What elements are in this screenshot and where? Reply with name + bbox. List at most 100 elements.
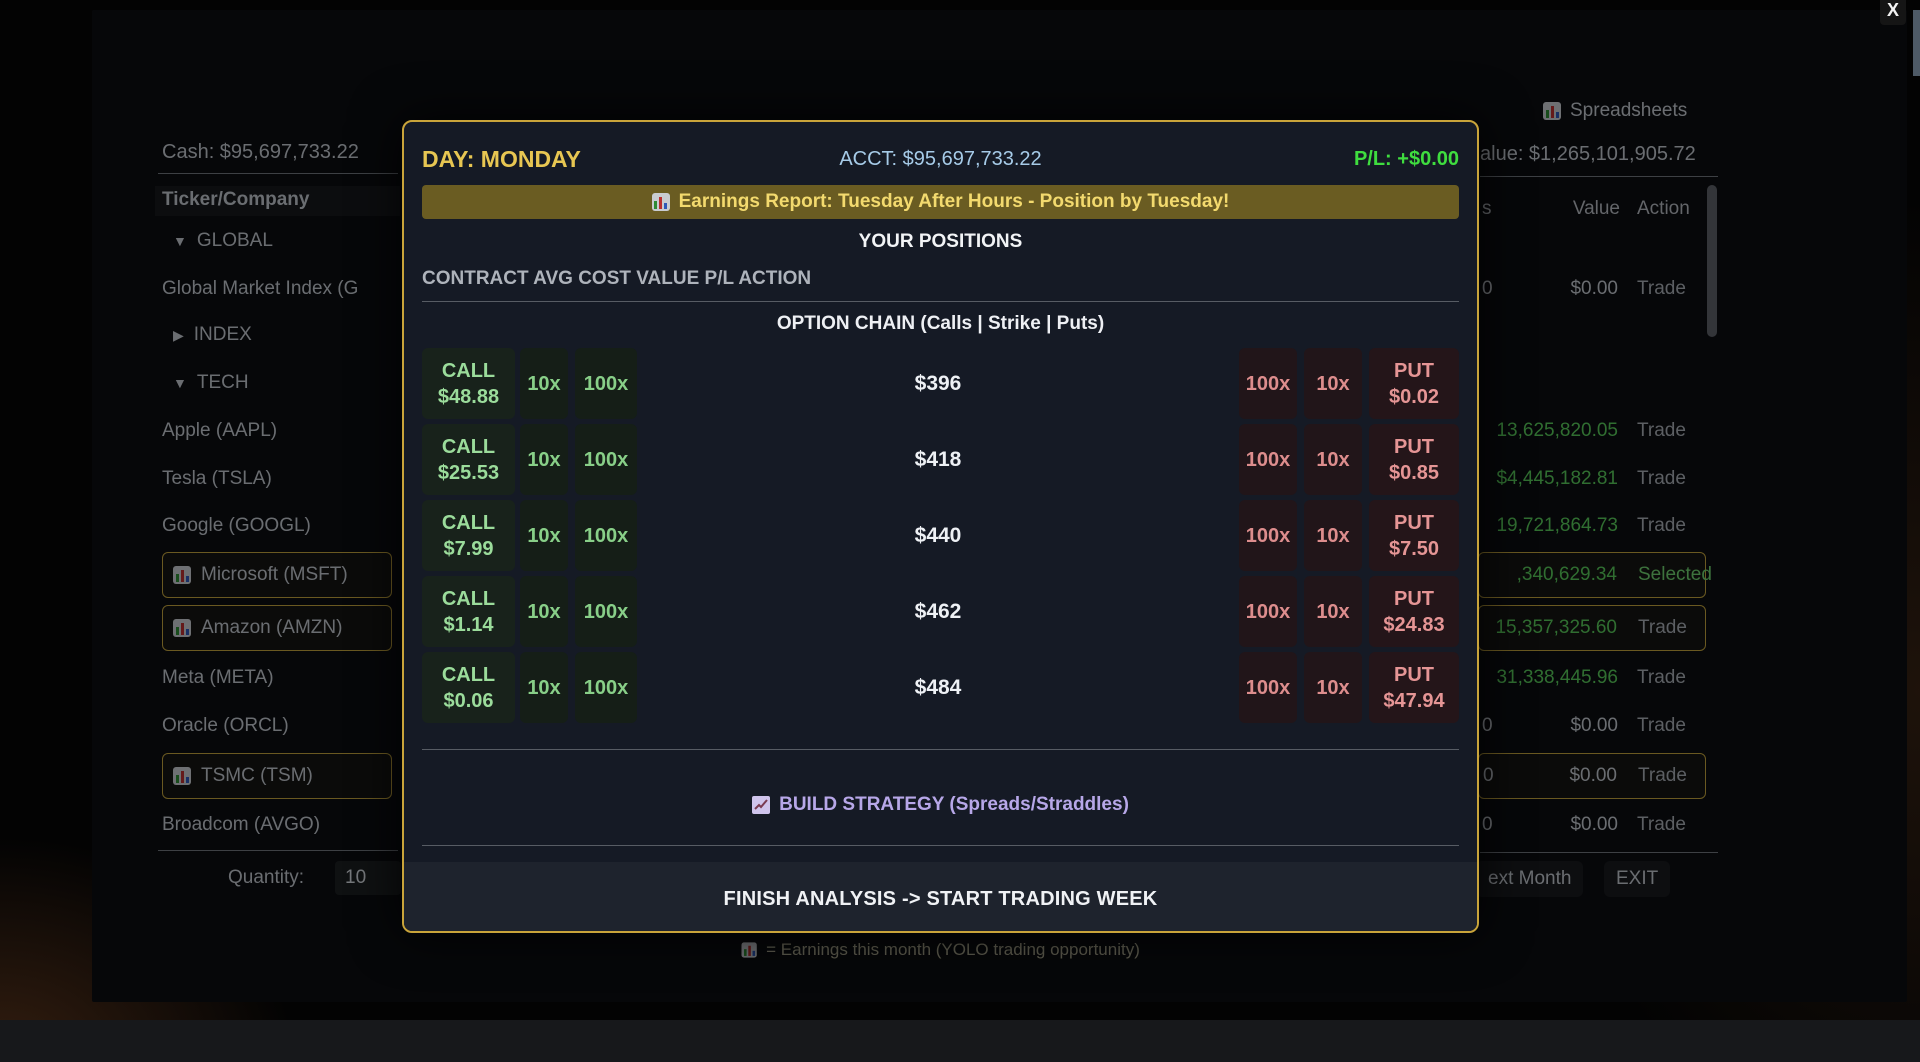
buy-call-10x-button[interactable]: 10x	[520, 576, 568, 647]
chart-increasing-icon	[752, 796, 771, 814]
sidebar-item-global-market-index[interactable]: Global Market Index (G	[162, 266, 392, 312]
option-chain-row: CALL $7.99 10x 100x $440 100x 10x PUT $7…	[422, 500, 1459, 571]
trade-button[interactable]: Trade	[1637, 715, 1686, 736]
call-price: $25.53	[437, 461, 500, 484]
buy-call-100x-button[interactable]: 100x	[575, 348, 637, 419]
positions-title: YOUR POSITIONS	[858, 231, 1023, 252]
buy-call-100x-button[interactable]: 100x	[575, 424, 637, 495]
cash-balance: Cash: $95,697,733.22	[162, 141, 359, 163]
call-price: $1.14	[443, 613, 494, 636]
trade-button[interactable]: Trade	[1637, 420, 1686, 441]
sidebar-item-orcl[interactable]: Oracle (ORCL)	[162, 703, 392, 749]
buy-put-100x-button[interactable]: 100x	[1239, 652, 1297, 723]
buy-put-100x-button[interactable]: 100x	[1239, 348, 1297, 419]
sidebar-item-aapl[interactable]: Apple (AAPL)	[162, 408, 392, 454]
trade-button[interactable]: Trade	[1638, 617, 1687, 638]
buy-put-10x-button[interactable]: 10x	[1304, 576, 1362, 647]
option-chain-row: CALL $1.14 10x 100x $462 100x 10x PUT $2…	[422, 576, 1459, 647]
selected-badge: Selected	[1638, 564, 1712, 585]
expand-arrow-icon: ▶	[173, 326, 184, 343]
sidebar-item-meta[interactable]: Meta (META)	[162, 655, 392, 701]
call-label: CALL	[441, 587, 496, 610]
put-label: PUT	[1394, 511, 1434, 534]
spreadsheets-toggle[interactable]: Spreadsheets	[1543, 100, 1687, 122]
buy-put-10x-button[interactable]: 10x	[1304, 652, 1362, 723]
buy-put-10x-button[interactable]: 10x	[1304, 424, 1362, 495]
sidebar-group-index[interactable]: ▶ INDEX	[162, 312, 392, 358]
call-price: $0.06	[443, 689, 494, 712]
ticker-header-band	[155, 186, 400, 216]
day-label: DAY: MONDAY	[422, 146, 581, 172]
sidebar-item-avgo[interactable]: Broadcom (AVGO)	[162, 802, 392, 848]
trade-button[interactable]: Trade	[1637, 278, 1686, 299]
trade-button[interactable]: Trade	[1637, 667, 1686, 688]
right-panel-scrollbar[interactable]	[1707, 185, 1717, 337]
earnings-bar-chart-icon	[173, 619, 191, 637]
buy-put-button[interactable]: PUT $0.02	[1369, 348, 1459, 419]
put-label: PUT	[1394, 359, 1434, 382]
sidebar-item-googl[interactable]: Google (GOOGL)	[162, 503, 392, 549]
trade-button[interactable]: Trade	[1638, 765, 1687, 786]
earnings-legend-text: = Earnings this month (YOLO trading oppo…	[766, 940, 1140, 959]
earnings-bar-chart-icon	[741, 942, 757, 958]
finish-analysis-button[interactable]: FINISH ANALYSIS -> START TRADING WEEK	[404, 862, 1477, 931]
trade-button[interactable]: Trade	[1637, 468, 1686, 489]
buy-call-100x-button[interactable]: 100x	[575, 500, 637, 571]
next-month-label: ext Month	[1488, 868, 1572, 889]
exit-button[interactable]: EXIT	[1604, 861, 1671, 897]
buy-put-button[interactable]: PUT $0.85	[1369, 424, 1459, 495]
buy-put-100x-button[interactable]: 100x	[1239, 424, 1297, 495]
right-panel-divider-bottom	[1480, 852, 1718, 853]
quantity-input[interactable]: 10	[335, 861, 401, 895]
next-month-button[interactable]: ext Month	[1476, 861, 1584, 897]
table-row-selected: ,340,629.34 Selected	[1478, 552, 1712, 598]
call-price: $7.99	[443, 537, 494, 560]
sidebar-item-label: Tesla (TSLA)	[162, 468, 272, 489]
sidebar-item-tsla[interactable]: Tesla (TSLA)	[162, 456, 392, 502]
option-chain: CALL $48.88 10x 100x $396 100x 10x PUT $…	[404, 348, 1477, 723]
buy-put-button[interactable]: PUT $47.94	[1369, 652, 1459, 723]
earnings-legend: = Earnings this month (YOLO trading oppo…	[740, 940, 1140, 960]
sidebar-group-global[interactable]: ▼ GLOBAL	[162, 218, 392, 264]
buy-call-10x-button[interactable]: 10x	[520, 500, 568, 571]
buy-call-10x-button[interactable]: 10x	[520, 348, 568, 419]
sidebar-item-msft[interactable]: Microsoft (MSFT)	[162, 552, 392, 598]
earnings-bar-chart-icon	[651, 193, 670, 211]
put-price: $24.83	[1383, 613, 1445, 636]
build-strategy-button[interactable]: BUILD STRATEGY (Spreads/Straddles)	[422, 776, 1459, 834]
table-row: 13,625,820.05 Trade	[1478, 408, 1706, 454]
buy-call-10x-button[interactable]: 10x	[520, 424, 568, 495]
buy-put-button[interactable]: PUT $24.83	[1369, 576, 1459, 647]
buy-call-10x-button[interactable]: 10x	[520, 652, 568, 723]
strike-price: $440	[914, 523, 962, 547]
sidebar-item-label: Microsoft (MSFT)	[201, 564, 348, 585]
trade-button[interactable]: Trade	[1637, 814, 1686, 835]
close-button[interactable]: X	[1879, 0, 1906, 25]
buy-call-button[interactable]: CALL $1.14	[422, 576, 515, 647]
trade-button[interactable]: Trade	[1637, 515, 1686, 536]
sidebar-item-tsm[interactable]: TSMC (TSM)	[162, 753, 392, 799]
buy-put-10x-button[interactable]: 10x	[1304, 500, 1362, 571]
buy-call-100x-button[interactable]: 100x	[575, 652, 637, 723]
position-value: 13,625,820.05	[1496, 420, 1618, 441]
table-row: 0 $0.00 Trade	[1478, 753, 1706, 799]
buy-call-button[interactable]: CALL $0.06	[422, 652, 515, 723]
column-header-value: Value	[1572, 198, 1620, 219]
buy-put-button[interactable]: PUT $7.50	[1369, 500, 1459, 571]
buy-call-button[interactable]: CALL $48.88	[422, 348, 515, 419]
buy-call-button[interactable]: CALL $25.53	[422, 424, 515, 495]
table-row: 15,357,325.60 Trade	[1478, 605, 1706, 651]
put-price: $7.50	[1388, 537, 1440, 560]
spreadsheets-bar-chart-icon	[1543, 102, 1561, 120]
buy-call-100x-button[interactable]: 100x	[575, 576, 637, 647]
position-value: $0.00	[1570, 715, 1618, 736]
sidebar-item-label: Oracle (ORCL)	[162, 715, 289, 736]
collapse-arrow-icon: ▼	[173, 233, 187, 249]
buy-put-10x-button[interactable]: 10x	[1304, 348, 1362, 419]
buy-call-button[interactable]: CALL $7.99	[422, 500, 515, 571]
buy-put-100x-button[interactable]: 100x	[1239, 576, 1297, 647]
sidebar-item-amzn[interactable]: Amazon (AMZN)	[162, 605, 392, 651]
sidebar-item-label: INDEX	[193, 324, 252, 345]
buy-put-100x-button[interactable]: 100x	[1239, 500, 1297, 571]
sidebar-group-tech[interactable]: ▼ TECH	[162, 360, 392, 406]
